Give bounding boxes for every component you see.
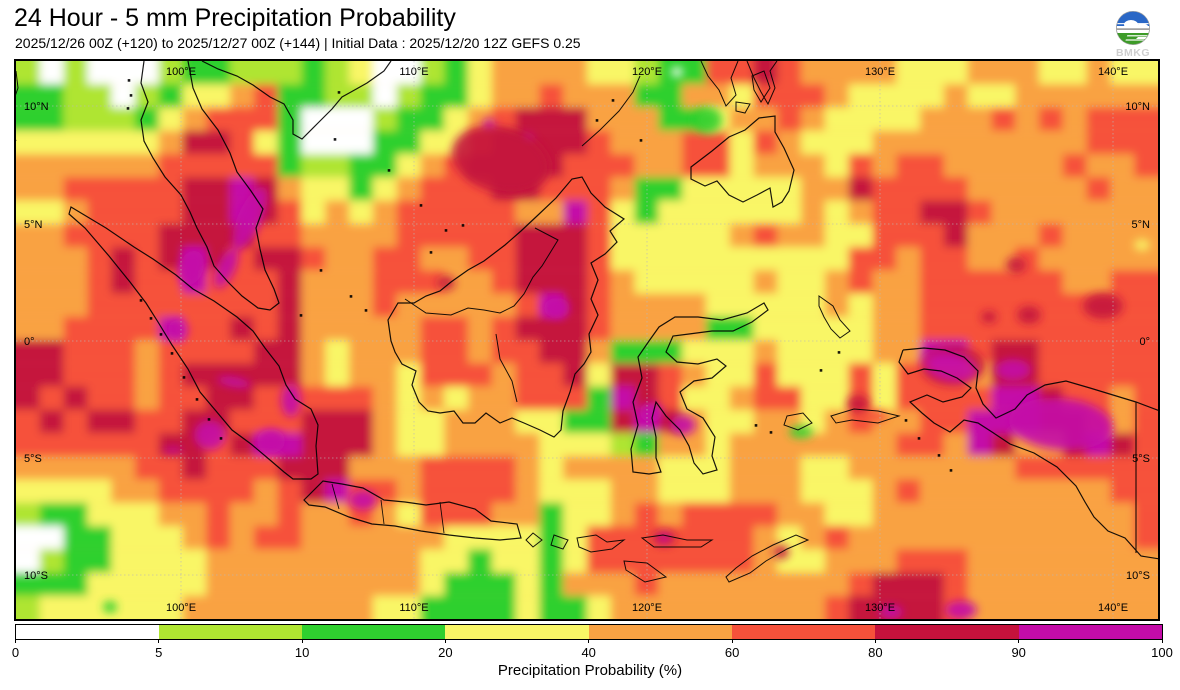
svg-text:120°E: 120°E (632, 602, 662, 614)
svg-text:0°: 0° (1139, 336, 1150, 348)
svg-text:130°E: 130°E (865, 602, 895, 614)
svg-text:5°N: 5°N (24, 219, 43, 231)
svg-text:110°E: 110°E (399, 66, 428, 78)
svg-text:0°: 0° (24, 336, 35, 348)
svg-text:10°N: 10°N (1125, 101, 1150, 113)
svg-text:BMKG: BMKG (1116, 47, 1150, 58)
svg-text:10°N: 10°N (24, 101, 49, 113)
svg-text:10°S: 10°S (1126, 570, 1150, 582)
svg-text:5°S: 5°S (1132, 453, 1150, 465)
svg-text:120°E: 120°E (632, 66, 662, 78)
svg-text:110°E: 110°E (399, 602, 428, 614)
svg-text:5°N: 5°N (1132, 219, 1151, 231)
svg-text:100°E: 100°E (166, 602, 196, 614)
svg-text:5°S: 5°S (24, 453, 42, 465)
svg-text:100°E: 100°E (166, 66, 196, 78)
svg-text:140°E: 140°E (1098, 602, 1128, 614)
svg-text:10°S: 10°S (24, 570, 48, 582)
svg-text:130°E: 130°E (865, 66, 895, 78)
svg-text:140°E: 140°E (1098, 66, 1128, 78)
